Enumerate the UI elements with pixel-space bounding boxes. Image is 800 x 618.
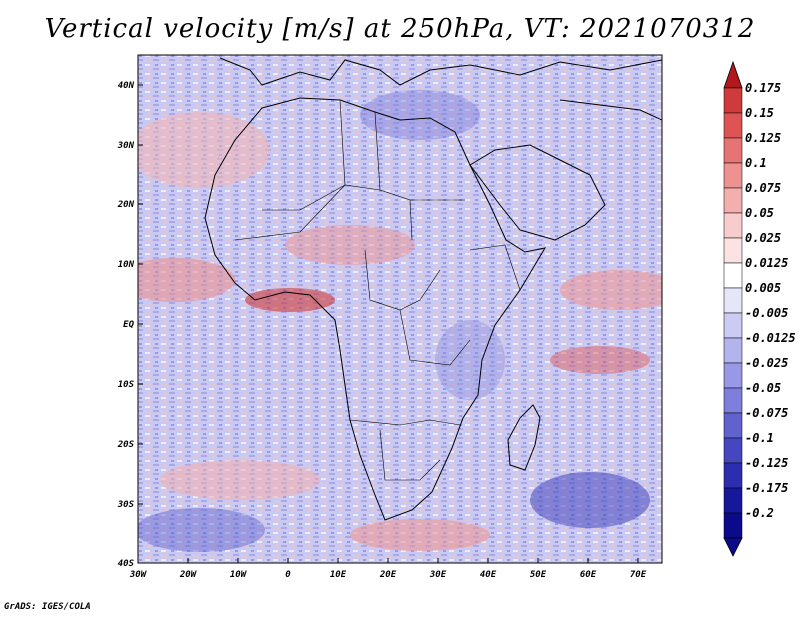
madagascar-coastline	[507, 404, 541, 471]
europe-coastline	[219, 57, 662, 86]
colorbar-cell-14	[723, 437, 743, 464]
country-borders	[234, 99, 521, 481]
pos-region-indian-ocean	[550, 346, 650, 374]
colorbar-label-15: -0.125	[745, 456, 788, 470]
colorbar-label-6: 0.025	[745, 231, 781, 245]
lon-label-20e: 20E	[379, 570, 397, 580]
colorbar-label-5: 0.05	[745, 206, 774, 220]
colorbar-label-1: 0.15	[745, 106, 774, 120]
colorbar-arrow-top	[723, 60, 743, 89]
lon-label-50e: 50E	[530, 570, 547, 580]
colorbar-cell-10	[723, 337, 743, 364]
colorbar-cell-13	[723, 412, 743, 439]
colorbar-cell-15	[723, 462, 743, 489]
colorbar-cell-11	[723, 362, 743, 389]
colorbar-label-16: -0.175	[745, 481, 788, 495]
border-central-2	[399, 309, 471, 366]
colorbar-cell-12	[723, 387, 743, 414]
lat-label-20s: 20S	[117, 440, 135, 450]
colorbar-cell-5	[723, 212, 743, 239]
colorbar-label-10: -0.0125	[745, 331, 796, 345]
colorbar-label-12: -0.05	[745, 381, 781, 395]
colorbar-arrow-bottom	[723, 537, 743, 557]
colorbar-cell-9	[723, 312, 743, 339]
colorbar-cell-6	[723, 237, 743, 264]
lat-label-10s: 10S	[118, 380, 135, 390]
neg-region-east-africa	[435, 320, 505, 400]
border-south-1	[349, 419, 461, 426]
pos-region-gulf-guinea	[245, 288, 335, 312]
colorbar-cell-2	[723, 137, 743, 164]
colorbar-cell-0	[723, 87, 743, 114]
border-horn	[469, 244, 521, 291]
lon-label-30e: 30E	[429, 570, 447, 580]
map-title: Vertical velocity [m/s] at 250hPa, VT: 2…	[44, 14, 756, 44]
arabia-coastline	[469, 144, 606, 241]
colorbar-cell-17	[723, 512, 743, 539]
colorbar-cell-3	[723, 162, 743, 189]
lon-label-60e: 60E	[580, 570, 597, 580]
neg-region-south-indian	[530, 472, 650, 528]
pos-region-arabian-sea	[560, 270, 662, 310]
pos-region-atlantic-north	[138, 112, 270, 188]
colorbar-cell-7	[723, 262, 743, 289]
lon-label-10e: 10E	[330, 570, 347, 580]
colorbar-label-3: 0.1	[745, 156, 767, 170]
colorbar-label-13: -0.075	[745, 406, 788, 420]
iran-coastline	[559, 99, 662, 121]
lon-label-10w: 10W	[230, 570, 248, 580]
lon-label-30w: 30W	[129, 570, 148, 580]
lon-label-0: 0	[285, 570, 291, 580]
africa-coastline	[204, 97, 547, 521]
lat-label-30n: 30N	[117, 141, 135, 151]
border-north-2	[374, 111, 413, 241]
colorbar-label-14: -0.1	[745, 431, 774, 445]
credit-text: GrADS: IGES/COLA	[4, 602, 91, 612]
colorbar-cell-1	[723, 112, 743, 139]
lat-label-40n: 40N	[118, 81, 135, 91]
neg-region-south-west	[138, 508, 265, 552]
neg-region-mediterranean	[360, 90, 480, 140]
colorbar-cell-16	[723, 487, 743, 514]
pos-region-south-atlantic	[160, 460, 320, 500]
lat-label-30s: 30S	[117, 500, 135, 510]
colorbar-cell-4	[723, 187, 743, 214]
coastlines	[204, 57, 662, 521]
lon-label-70e: 70E	[630, 570, 647, 580]
colorbar-cell-8	[723, 287, 743, 314]
colorbar: 0.175 0.15 0.125 0.1 0.075 0.05 0.025 0.…	[723, 60, 796, 557]
border-south-2	[379, 429, 441, 481]
lat-label-40s: 40S	[118, 559, 135, 569]
border-north-1	[262, 99, 346, 211]
pos-region-cape	[350, 519, 490, 551]
pos-region-sahel	[285, 225, 415, 265]
pos-region-atlantic-itcz	[138, 258, 235, 302]
border-sahel	[234, 184, 381, 241]
lon-label-40e: 40E	[480, 570, 497, 580]
colorbar-label-17: -0.2	[745, 506, 774, 520]
colorbar-label-0: 0.175	[745, 81, 781, 95]
axis-ticks	[137, 84, 639, 563]
velocity-field	[138, 55, 662, 563]
colorbar-label-11: -0.025	[745, 356, 788, 370]
colorbar-label-4: 0.075	[745, 181, 781, 195]
lon-label-20w: 20W	[179, 570, 198, 580]
colorbar-label-2: 0.125	[745, 131, 781, 145]
lat-label-eq: EQ	[123, 320, 134, 330]
lat-label-20n: 20N	[117, 200, 135, 210]
colorbar-label-9: -0.005	[745, 306, 788, 320]
plot-frame	[137, 54, 663, 564]
colorbar-label-7: 0.0125	[745, 256, 788, 270]
lat-label-10n: 10N	[118, 260, 135, 270]
colorbar-label-8: 0.005	[745, 281, 781, 295]
